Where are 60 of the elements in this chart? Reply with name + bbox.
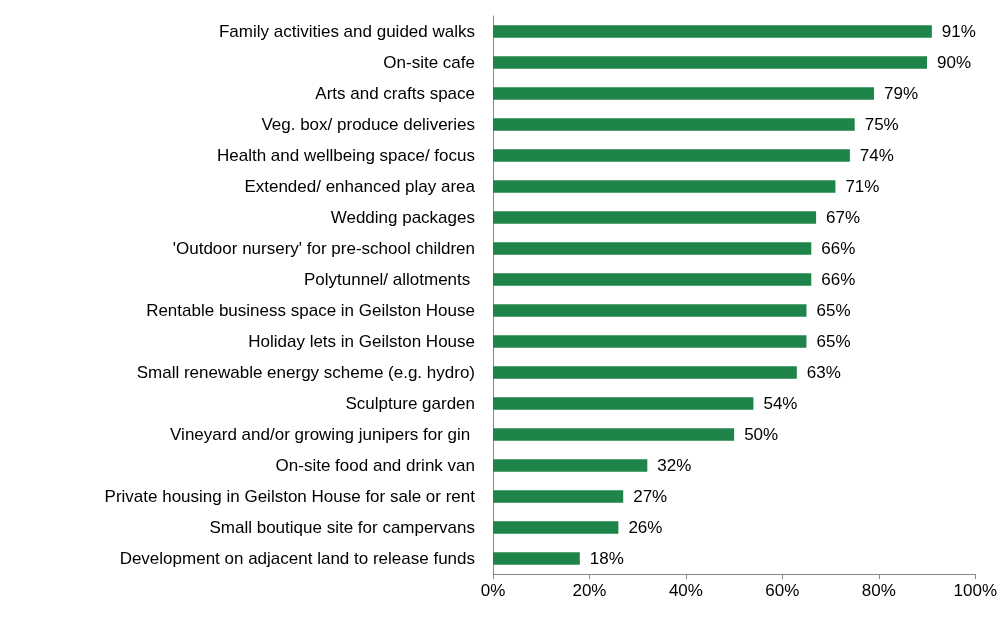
y-tick-label: Polytunnel/ allotments <box>303 270 475 289</box>
data-label: 66% <box>821 239 856 258</box>
bar <box>493 180 836 193</box>
bar <box>493 521 619 534</box>
x-tick-label: 60% <box>765 581 800 600</box>
x-tick-label: 0% <box>480 581 506 600</box>
data-label: 63% <box>806 363 841 382</box>
data-label: 66% <box>821 270 856 289</box>
bar <box>493 242 812 255</box>
y-tick-label: Family activities and guided walks <box>218 22 475 41</box>
data-label: 18% <box>589 549 624 568</box>
data-label: 79% <box>883 84 919 103</box>
bar <box>493 366 797 379</box>
bar <box>493 428 735 441</box>
x-tick-label: 20% <box>572 581 607 600</box>
data-label: 90% <box>937 53 972 72</box>
bar <box>493 273 812 286</box>
bar <box>493 211 817 224</box>
y-tick-label: Rentable business space in Geilston House <box>146 301 475 320</box>
data-label: 65% <box>816 301 851 320</box>
x-tick-label: 80% <box>861 581 896 600</box>
bar <box>493 397 754 410</box>
y-tick-label: Arts and crafts space <box>315 84 475 103</box>
y-tick-label: Private housing in Geilston House for sale or rent <box>104 487 476 506</box>
bar <box>493 304 807 317</box>
data-label: 75% <box>864 115 899 134</box>
y-tick-label: Extended/ enhanced play area <box>244 177 476 196</box>
y-tick-label: Wedding packages <box>330 208 475 227</box>
y-tick-label: On-site cafe <box>383 53 475 72</box>
x-tick-label: 100% <box>953 581 997 600</box>
y-tick-label: Vineyard and/or growing junipers for gin <box>170 425 475 444</box>
y-tick-label: Development on adjacent land to release funds <box>119 549 475 568</box>
bar <box>493 459 648 472</box>
data-label: 27% <box>633 487 668 506</box>
data-label: 54% <box>763 394 798 413</box>
data-label: 26% <box>628 518 663 537</box>
x-tick-label: 40% <box>668 581 703 600</box>
y-tick-label: Veg. box/ produce deliveries <box>261 115 475 134</box>
data-label: 71% <box>845 177 880 196</box>
data-label: 32% <box>657 456 692 475</box>
bar <box>493 335 807 348</box>
data-label: 65% <box>816 332 851 351</box>
data-label: 91% <box>941 22 976 41</box>
y-tick-label: Small boutique site for campervans <box>209 518 475 537</box>
y-tick-label: 'Outdoor nursery' for pre-school children <box>172 239 475 258</box>
y-tick-label: Sculpture garden <box>345 394 475 413</box>
y-tick-label: Small renewable energy scheme (e.g. hydro) <box>136 363 475 382</box>
data-label: 67% <box>826 208 861 227</box>
bar <box>493 149 850 162</box>
data-label: 50% <box>744 425 779 444</box>
bar <box>493 87 874 100</box>
bar <box>493 25 932 38</box>
y-tick-label: Holiday lets in Geilston House <box>248 332 475 351</box>
bar <box>493 490 624 503</box>
y-tick-label: On-site food and drink van <box>275 456 475 475</box>
y-tick-label: Health and wellbeing space/ focus <box>217 146 475 165</box>
data-label: 74% <box>859 146 894 165</box>
bar <box>493 552 580 565</box>
bar <box>493 56 928 69</box>
bar <box>493 118 855 131</box>
